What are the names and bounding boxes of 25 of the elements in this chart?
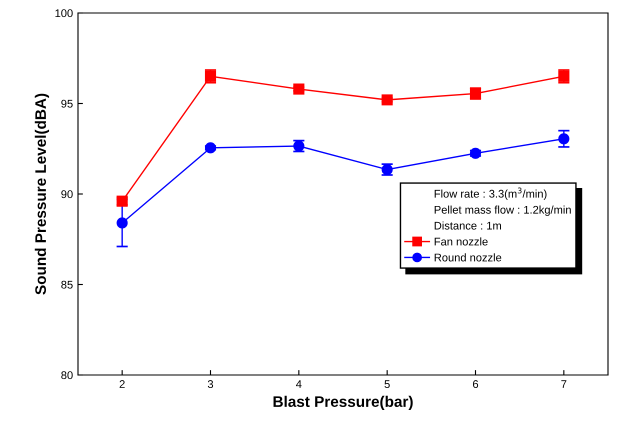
x-tick-label: 5 bbox=[384, 380, 390, 388]
annotation: Flow rate : 3.3(m$^{3}$/min) bbox=[434, 188, 547, 200]
point bbox=[116, 217, 128, 229]
y-tick-label: 100 bbox=[55, 9, 73, 18]
point bbox=[470, 148, 482, 159]
y-tick-label: 80 bbox=[61, 371, 73, 380]
point bbox=[116, 196, 128, 207]
annotation: Distance : 1m bbox=[434, 221, 501, 230]
x-tick-label: 6 bbox=[472, 380, 478, 388]
point bbox=[382, 94, 393, 106]
x-tick-label: 7 bbox=[561, 380, 566, 388]
annotation: Pellet mass flow : 1.2kg/min bbox=[434, 206, 571, 216]
x-axis-title: Blast Pressure(bar) bbox=[274, 396, 413, 410]
y-axis-title: Sound Pressure Level(dBA) bbox=[34, 94, 50, 295]
y-tick-label: 85 bbox=[61, 280, 73, 289]
x-tick-label: 4 bbox=[296, 380, 302, 388]
point bbox=[558, 133, 570, 144]
point bbox=[293, 83, 304, 95]
legend-label: Round nozzle bbox=[434, 253, 502, 262]
y-tick-label: 90 bbox=[61, 190, 73, 198]
x-tick-label: 2 bbox=[120, 380, 125, 388]
point bbox=[204, 142, 216, 154]
x-tick-label: 3 bbox=[208, 380, 214, 388]
legend-label: Fan nozzle bbox=[434, 237, 488, 246]
y-tick-label: 95 bbox=[61, 100, 73, 108]
